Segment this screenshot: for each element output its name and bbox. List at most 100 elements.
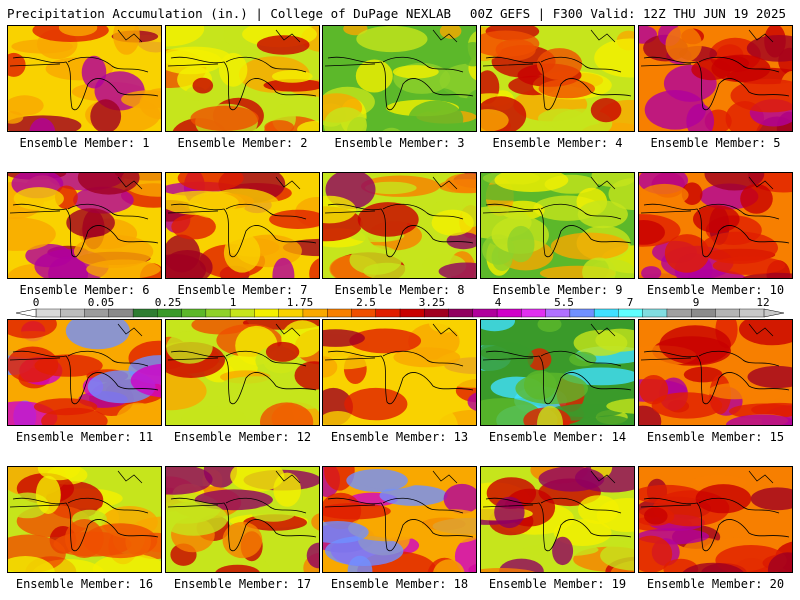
colorbar-segment [618,308,644,318]
great-lakes-outline [643,203,790,258]
ensemble-member-label: Ensemble Member: 16 [15,577,154,591]
precip-field [8,467,161,572]
precip-field [323,26,476,131]
ensemble-member-map [7,466,162,573]
political-border [640,323,774,361]
run-valid-time: 00Z GEFS | F300 Valid: 12Z THU JUN 19 20… [469,6,786,21]
great-lakes-outline [327,203,474,258]
colorbar-tick-label: 12 [756,296,770,309]
political-border [482,323,616,361]
precip-field [166,26,319,131]
ensemble-member-label: Ensemble Member: 20 [646,577,785,591]
ensemble-member-label: Ensemble Member: 5 [650,136,781,150]
ensemble-member-map [165,466,320,573]
precip-field [8,320,161,425]
colorbar-segment [545,308,571,318]
political-border [324,470,458,508]
great-lakes-outline [643,497,790,552]
ensemble-member-map [7,319,162,426]
ensemble-member-map [638,466,793,573]
colorbar-segment [448,308,474,318]
ensemble-member-label: Ensemble Member: 13 [330,430,469,444]
colorbar-segment [254,308,280,318]
great-lakes-outline [12,350,159,405]
colorbar-segment [472,308,498,318]
colorbar-tick-label: 1 [229,296,237,309]
ensemble-member-map [165,172,320,279]
colorbar-segment [691,308,716,318]
colorbar-segment [642,308,668,318]
precip-field [166,173,319,278]
great-lakes-outline [170,203,317,258]
ensemble-member-map [480,25,635,132]
great-lakes-outline [12,203,159,258]
colorbar [15,308,785,318]
colorbar-segment [108,308,134,318]
political-border [482,29,616,67]
colorbar-segment [739,308,765,318]
precip-field [481,320,634,425]
ensemble-member-map [480,319,635,426]
precip-field [639,173,792,278]
political-border [167,323,301,361]
ensemble-member-map [480,172,635,279]
precip-field [8,26,161,131]
colorbar-tick-label: 2.5 [356,296,376,309]
ensemble-member-map [638,319,793,426]
colorbar-tick-label: 0 [32,296,40,309]
ensemble-member-label: Ensemble Member: 7 [177,283,308,297]
great-lakes-outline [12,56,159,111]
colorbar-tick-label: 4 [494,296,502,309]
ensemble-member-label: Ensemble Member: 17 [173,577,312,591]
political-border [482,176,616,214]
ensemble-member-label: Ensemble Member: 14 [488,430,627,444]
political-border [9,470,143,508]
political-border [9,323,143,361]
ensemble-member-map [322,172,477,279]
political-border [324,29,458,67]
ensemble-member-map [322,466,477,573]
colorbar-tick-label: 5.5 [554,296,574,309]
colorbar-segment [521,308,547,318]
precip-field [481,467,634,572]
colorbar-tick-label: 1.75 [286,296,314,309]
great-lakes-outline [12,497,159,552]
precip-field [8,173,161,278]
colorbar-tick-label: 3.25 [418,296,446,309]
colorbar-segment [157,308,183,318]
ensemble-member-label: Ensemble Member: 6 [19,283,150,297]
ensemble-member-label: Ensemble Member: 1 [19,136,150,150]
precip-field [639,26,792,131]
political-border [640,470,774,508]
colorbar-tick-label: 7 [626,296,634,309]
ensemble-member-label: Ensemble Member: 2 [177,136,308,150]
precip-field [323,320,476,425]
ensemble-member-label: Ensemble Member: 9 [492,283,623,297]
ensemble-member-label: Ensemble Member: 11 [15,430,154,444]
great-lakes-outline [170,56,317,111]
precip-field [166,467,319,572]
political-border [324,176,458,214]
colorbar-segment [35,308,61,318]
colorbar-segment [351,308,377,318]
colorbar-tick-label: 0.25 [154,296,182,309]
ensemble-member-map [165,25,320,132]
great-lakes-outline [170,497,317,552]
colorbar-segment [132,308,158,318]
ensemble-member-label: Ensemble Member: 10 [646,283,785,297]
precip-field [166,320,319,425]
political-border [640,29,774,67]
ensemble-member-map [322,25,477,132]
colorbar-segment [593,308,619,318]
great-lakes-outline [170,350,317,405]
colorbar-tick-label: 9 [692,296,700,309]
great-lakes-outline [485,56,632,111]
ensemble-member-label: Ensemble Member: 18 [330,577,469,591]
political-border [482,470,616,508]
ensemble-member-map [480,466,635,573]
colorbar-segment [715,308,741,318]
political-border [167,176,301,214]
precip-field [639,320,792,425]
ensemble-member-label: Ensemble Member: 4 [492,136,623,150]
colorbar-tick-label: 0.05 [87,296,115,309]
